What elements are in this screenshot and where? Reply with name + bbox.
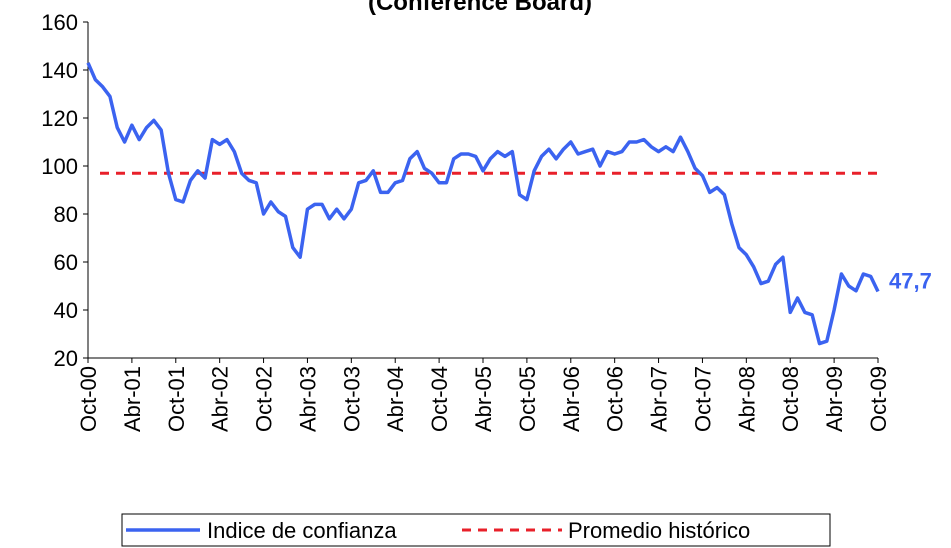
x-tick-label: Abr-01 — [120, 366, 145, 432]
y-tick-label: 80 — [54, 202, 78, 227]
x-tick-label: Oct-07 — [690, 366, 715, 432]
legend-label: Indice de confianza — [207, 518, 397, 543]
x-tick-label: Abr-05 — [471, 366, 496, 432]
chart-title: (Conference Board) — [368, 0, 592, 16]
x-tick-label: Abr-06 — [559, 366, 584, 432]
y-tick-label: 160 — [41, 10, 78, 35]
x-tick-label: Abr-07 — [647, 366, 672, 432]
x-tick-label: Oct-03 — [339, 366, 364, 432]
x-tick-label: Abr-02 — [208, 366, 233, 432]
x-tick-label: Abr-08 — [734, 366, 759, 432]
x-tick-label: Oct-04 — [427, 366, 452, 432]
x-tick-label: Oct-06 — [603, 366, 628, 432]
x-tick-label: Oct-02 — [252, 366, 277, 432]
last-value-label: 47,7 — [889, 269, 932, 294]
legend-box — [121, 513, 831, 547]
series-line — [86, 62, 880, 346]
x-tick-label: Oct-08 — [778, 366, 803, 432]
x-tick-label: Oct-05 — [515, 366, 540, 432]
y-tick-label: 20 — [54, 346, 78, 371]
x-tick-label: Abr-09 — [822, 366, 847, 432]
y-tick-label: 120 — [41, 106, 78, 131]
y-tick-label: 60 — [54, 250, 78, 275]
x-tick-label: Oct-09 — [866, 366, 891, 432]
y-tick-label: 40 — [54, 298, 78, 323]
y-tick-label: 140 — [41, 58, 78, 83]
x-tick-label: Abr-03 — [295, 366, 320, 432]
x-tick-label: Oct-01 — [164, 366, 189, 432]
x-tick-label: Oct-00 — [76, 366, 101, 432]
y-tick-label: 100 — [41, 154, 78, 179]
legend-label: Promedio histórico — [568, 518, 750, 543]
x-tick-label: Abr-04 — [383, 366, 408, 432]
